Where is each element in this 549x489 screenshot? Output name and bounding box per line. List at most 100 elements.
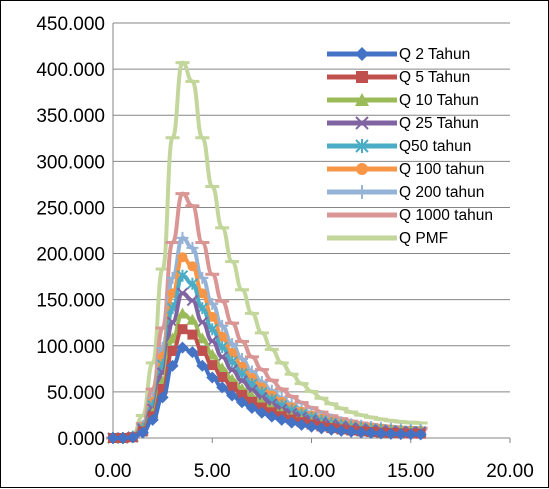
y-tick-label: 400.000 [36,60,105,81]
point [196,359,209,372]
legend-item: Q 2 Tahun [327,46,470,63]
point [355,185,369,199]
point [166,359,179,372]
point [187,261,198,272]
point [355,93,369,106]
point [216,381,229,394]
y-tick-label: 150.000 [36,291,105,312]
point [394,428,407,441]
point [246,396,257,407]
point [217,331,228,342]
y-tick-label: 100.000 [36,337,105,358]
point [414,428,427,441]
point [255,406,268,419]
point [216,362,229,374]
point [404,428,417,441]
legend-item: Q50 tahun [327,138,471,155]
point [236,396,249,409]
point [325,423,338,436]
legend-item: Q 10 Tahun [327,92,479,109]
point [355,47,369,61]
point [207,311,218,322]
legend-label: Q 2 Tahun [399,46,470,63]
point [186,294,199,307]
legend-label: Q 100 tahun [399,161,484,178]
point [355,426,368,439]
y-tick-label: 200.000 [36,245,105,266]
legend-item: Q 100 tahun [327,161,484,178]
x-tick-label: 20.00 [486,461,534,482]
point [355,139,369,153]
point [206,335,218,347]
point [285,416,298,429]
point [176,287,189,299]
point [136,426,149,439]
x-tick-label: 0.00 [95,461,132,482]
point [176,307,189,319]
point [356,71,368,83]
point [384,427,397,440]
point [196,316,209,328]
point [107,432,119,444]
x-tick-label: 5.00 [194,461,231,482]
legend-label: Q PMF [399,230,448,247]
point [146,413,159,426]
legend-item: Q 1000 tahun [327,207,493,224]
point [176,269,189,282]
legend-item: Q 5 Tahun [327,69,470,86]
legend-label: Q 10 Tahun [399,92,479,109]
point [295,418,308,431]
point [186,277,199,290]
legend-label: Q 200 tahun [399,184,484,201]
legend-label: Q 25 Tahun [399,115,479,132]
y-tick-label: 350.000 [36,106,105,127]
point [167,345,178,356]
point [207,360,218,371]
y-tick-label: 450.000 [36,14,105,35]
point [156,391,169,404]
legend-item: Q 200 tahun [327,184,484,201]
point [197,288,208,299]
point [186,346,199,359]
point [177,324,188,335]
point [374,427,387,440]
x-tick-label: 10.00 [288,461,336,482]
point [177,252,188,263]
point [226,389,239,402]
point [305,420,318,433]
legend-label: Q50 tahun [399,138,471,155]
point [197,345,208,356]
point [355,116,369,130]
point [335,424,348,437]
legend-label: Q 1000 tahun [399,207,493,224]
series-q-2-tahun [107,341,427,444]
point [206,348,219,360]
point [275,413,288,426]
legend: Q 2 Tahun Q 5 Tahun Q 10 Tahun Q 25 Tahun Q5… [327,46,493,247]
point [126,431,139,444]
point [206,371,219,384]
point [315,422,328,435]
point [157,384,168,395]
point [176,341,189,354]
point [217,372,228,383]
series-lines [106,60,428,444]
point [245,401,258,414]
point [237,390,248,401]
point [345,425,358,438]
y-tick-label: 250.000 [36,198,105,219]
legend-label: Q 5 Tahun [399,69,470,86]
point [265,410,278,423]
point [186,313,199,325]
point [187,329,198,340]
y-tick-label: 0.000 [57,429,105,450]
axes: 0.000 50.000 100.000 150.000 200.000 250.000 3… [36,14,533,482]
y-tick-label: 50.000 [47,383,105,404]
x-tick-label: 15.00 [387,461,435,482]
point [116,432,129,444]
point [356,163,368,175]
y-tick-label: 300.000 [36,152,105,173]
point [196,332,209,344]
